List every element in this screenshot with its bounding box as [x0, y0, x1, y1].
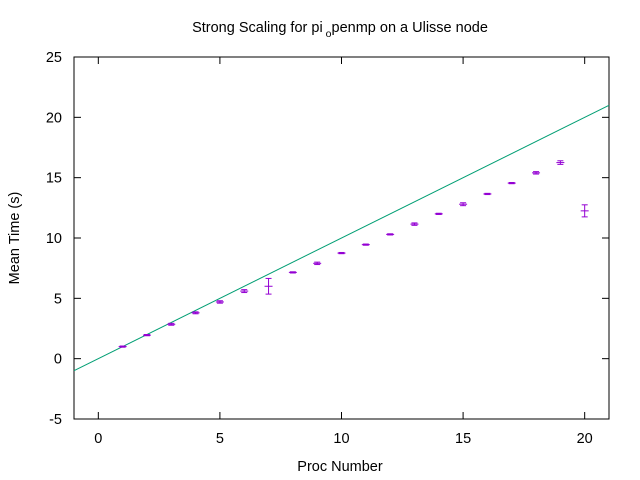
tick-labels: 0 5 10 15 20 -5 0 5 10 15 20 25 [46, 50, 593, 447]
y-tick-label: 10 [46, 231, 62, 247]
data-point [483, 192, 492, 196]
y-tick-label: 25 [46, 50, 62, 66]
x-tick-label: 0 [94, 431, 102, 447]
x-tick-label: 15 [455, 431, 471, 447]
data-point [434, 212, 443, 215]
data-point [191, 311, 200, 315]
y-tick-label: 0 [54, 352, 62, 368]
ideal-scaling-line [73, 104, 610, 372]
axis-ticks [74, 56, 609, 420]
data-point [142, 334, 151, 337]
data-point [337, 251, 346, 255]
x-tick-label: 20 [577, 431, 593, 447]
data-point [313, 261, 322, 266]
data-point [507, 181, 516, 185]
chart-title-subscript: o [326, 28, 332, 40]
data-point [556, 160, 565, 165]
data-point [264, 277, 273, 295]
data-point [459, 202, 468, 207]
y-tick-label: 5 [54, 291, 62, 307]
x-tick-label: 5 [216, 431, 224, 447]
data-point [167, 322, 176, 326]
chart-title-suffix: penmp on a Ulisse node [332, 20, 488, 36]
y-tick-label: 15 [46, 171, 62, 187]
data-point [361, 243, 370, 246]
data-point [215, 300, 224, 304]
y-tick-label: 20 [46, 110, 62, 126]
data-point [580, 204, 589, 218]
data-point [288, 271, 297, 274]
x-axis-label: Proc Number [297, 459, 383, 475]
data-point [118, 345, 127, 348]
data-points [118, 160, 589, 348]
data-point [410, 222, 419, 226]
y-axis-label: Mean Time (s) [7, 192, 23, 285]
x-tick-label: 10 [333, 431, 349, 447]
ideal-line-group [73, 104, 610, 372]
data-point [386, 233, 395, 236]
y-tick-label: -5 [49, 412, 62, 428]
data-point [240, 289, 249, 294]
data-point [532, 171, 541, 175]
chart-title: Strong Scaling for pi openmp on a Ulisse … [192, 20, 488, 40]
